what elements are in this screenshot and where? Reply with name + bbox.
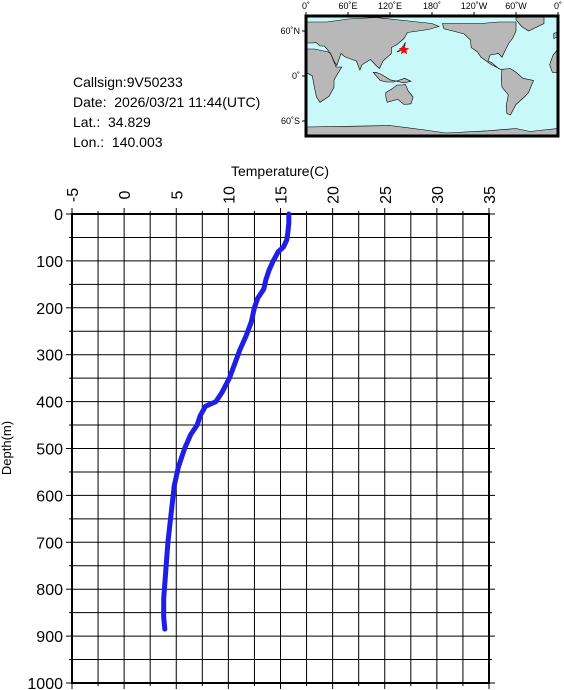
- map-lon-label: 0˚: [302, 1, 310, 11]
- x-tick-label: 35: [482, 186, 499, 204]
- x-tick-labels: -5 0 5 10 15 20 25 30 35: [65, 186, 499, 204]
- y-tick-label: 100: [36, 254, 63, 271]
- map-lat-label: 0˚: [292, 71, 300, 81]
- y-tick-label: 200: [36, 301, 63, 318]
- y-tick-labels: 0 100 200 300 400 500 600 700 800 900 1000: [27, 207, 63, 690]
- x-tick-label: 20: [326, 186, 343, 204]
- chart-grid: [71, 213, 490, 684]
- y-axis-label: Depth(m): [0, 421, 14, 475]
- x-axis-label: Temperature(C): [231, 163, 329, 179]
- map-labels: 0˚ 60˚E 120˚E 180˚ 120˚W 60˚W 0˚ 60˚N 0˚ 60˚S: [280, 1, 562, 126]
- y-tick-label: 0: [54, 207, 63, 224]
- y-tick-label: 300: [36, 348, 63, 365]
- y-tick-label: 500: [36, 442, 63, 459]
- y-tick-label: 700: [36, 535, 63, 552]
- callsign-label: Callsign:9V50233: [73, 74, 183, 90]
- series-group: [161, 211, 292, 632]
- y-tick-label: 600: [36, 488, 63, 505]
- land-shape: [305, 48, 343, 103]
- map-lon-label: 120˚W: [461, 1, 488, 11]
- land-shape: [442, 21, 517, 71]
- map-lon-label: 120˚E: [378, 1, 402, 11]
- longitude-label: Lon.: 140.003: [73, 134, 163, 150]
- x-tick-label: 30: [430, 186, 447, 204]
- map-lon-label: 0˚: [554, 1, 562, 11]
- land-shape: [372, 72, 412, 84]
- date-label: Date: 2026/03/21 11:44(UTC): [73, 94, 261, 110]
- y-tick-label: 1000: [27, 676, 63, 690]
- x-tick-label: 15: [274, 186, 291, 204]
- map-lon-label: 60˚W: [505, 1, 527, 11]
- map-lon-label: 60˚E: [338, 1, 357, 11]
- star-icon: [398, 44, 410, 55]
- y-tick-label: 400: [36, 395, 63, 412]
- y-tick-label: 900: [36, 629, 63, 646]
- map-lat-label: 60˚N: [280, 26, 300, 36]
- chart-ticks: [66, 208, 495, 689]
- x-tick-label: -5: [65, 188, 82, 202]
- x-tick-label: 5: [169, 190, 186, 199]
- map-land: [305, 15, 559, 137]
- map-lat-label: 60˚S: [281, 116, 300, 126]
- y-tick-label: 800: [36, 582, 63, 599]
- map-lon-label: 180˚: [423, 1, 441, 11]
- land-shape: [385, 83, 414, 105]
- profile-info: Callsign:9V50233 Date: 2026/03/21 11:44(…: [73, 72, 260, 152]
- x-tick-label: 0: [117, 190, 134, 199]
- series-line: [161, 211, 292, 632]
- latitude-label: Lat.: 34.829: [73, 114, 151, 130]
- x-tick-label: 10: [221, 186, 238, 204]
- land-shape: [305, 17, 440, 71]
- land-shape: [500, 68, 534, 116]
- x-tick-label: 25: [378, 186, 395, 204]
- map-ticks: [302, 12, 559, 122]
